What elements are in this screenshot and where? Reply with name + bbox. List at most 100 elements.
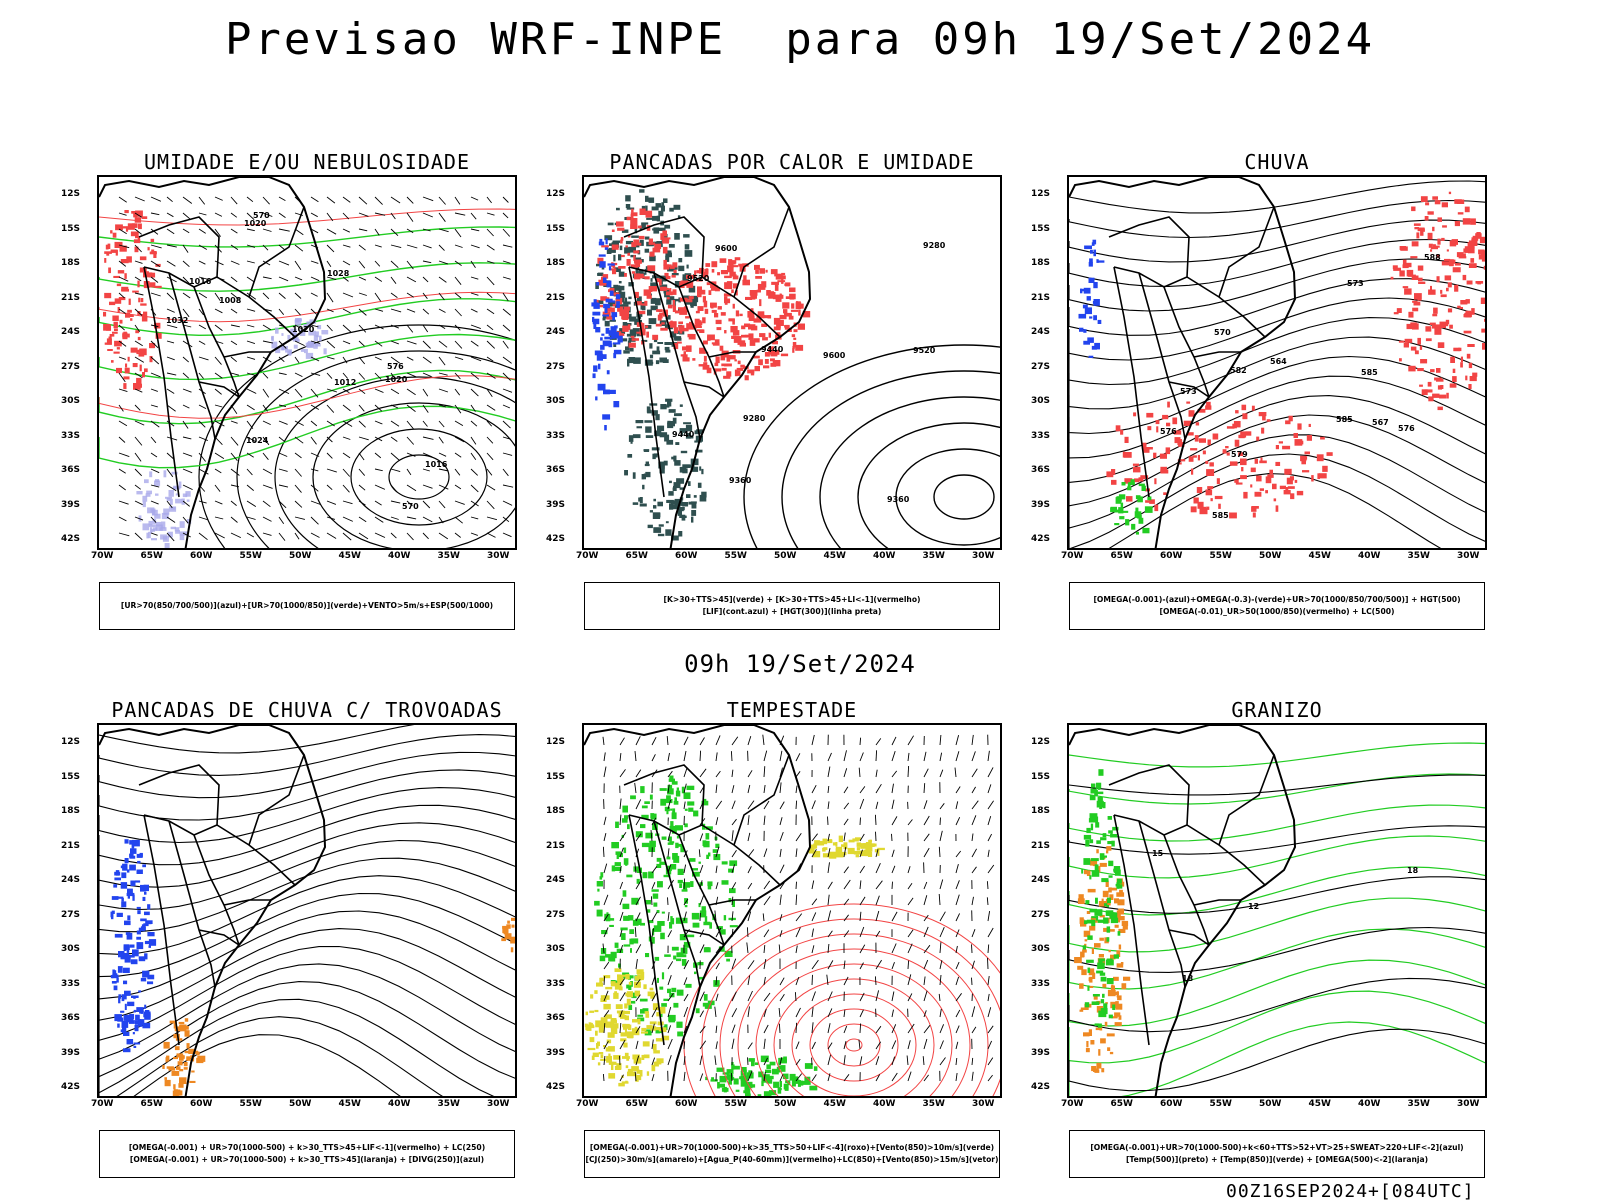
wind-vector (972, 815, 976, 825)
contour-label: 564 (1270, 357, 1287, 366)
wind-vector (972, 978, 973, 985)
shade-cell (623, 350, 630, 353)
wind-vector (359, 517, 366, 522)
wind-vector (748, 1057, 749, 1065)
shade-cell (649, 198, 655, 203)
wind-vector (471, 325, 481, 329)
contour-line (1069, 898, 1487, 952)
shade-cell (141, 298, 144, 302)
wind-vector (455, 245, 463, 248)
wind-vector (988, 801, 994, 809)
wind-vector (375, 261, 380, 266)
wind-vector (455, 357, 463, 360)
shade-cell (629, 982, 632, 986)
shade-cell (633, 472, 636, 479)
shade-cell (1437, 276, 1440, 282)
wind-vector (796, 882, 797, 889)
contour-line (99, 752, 517, 797)
shade-cell (504, 932, 509, 935)
shade-cell (680, 467, 687, 473)
wind-vector (716, 817, 718, 825)
wind-vector (263, 453, 268, 460)
shade-cell (1147, 426, 1151, 430)
contour-label: 576 (387, 362, 404, 371)
shade-cell (140, 1019, 145, 1024)
shade-cell (118, 994, 121, 998)
shade-cell (135, 1015, 140, 1021)
lat-tick-label: 36S (546, 465, 565, 475)
shade-cell (1119, 945, 1121, 950)
shade-cell (697, 290, 705, 295)
shade-cell (611, 312, 617, 317)
shade-cell (703, 840, 707, 846)
shade-cell (860, 843, 867, 849)
wind-vector (988, 1075, 993, 1081)
wind-vector (215, 405, 222, 407)
wind-vector (684, 1072, 685, 1081)
shade-cell (653, 1050, 660, 1053)
shade-cell (1093, 994, 1100, 997)
shade-cell (1230, 461, 1238, 465)
shade-cell (128, 357, 130, 362)
shade-cell (129, 1014, 134, 1020)
shade-cell (739, 314, 742, 316)
shade-cell (507, 921, 510, 924)
shade-cell (185, 1018, 188, 1022)
shade-cell (724, 276, 732, 278)
shade-cell (652, 228, 654, 230)
shade-cell (611, 1063, 613, 1070)
shade-cell (1083, 945, 1086, 949)
wind-vector (796, 801, 797, 809)
shade-cell (124, 273, 126, 279)
shade-cell (623, 916, 630, 921)
shade-cell (1454, 285, 1458, 292)
shade-cell (676, 959, 681, 962)
shade-cell (1438, 217, 1443, 222)
lat-tick-label: 18S (61, 258, 80, 268)
wind-vector (503, 357, 512, 363)
shade-cell (612, 245, 619, 250)
shade-cell (1084, 246, 1092, 250)
shade-cell (757, 290, 761, 293)
shade-cell (641, 209, 644, 213)
wind-vector (151, 533, 158, 535)
shade-cell (1118, 507, 1123, 513)
wind-vector (407, 533, 414, 540)
shade-cell (128, 223, 135, 230)
wind-vector (439, 277, 446, 282)
wind-vector (471, 197, 478, 200)
wind-vector (231, 501, 237, 506)
shade-cell (147, 975, 154, 980)
wind-vector (199, 533, 208, 540)
shade-cell (672, 808, 675, 812)
wind-vector (892, 944, 896, 954)
shade-cell (598, 384, 606, 391)
shade-cell (511, 918, 517, 921)
shade-cell (1100, 837, 1106, 840)
shade-cell (625, 195, 631, 201)
lat-tick-label: 12S (546, 189, 565, 199)
shade-cell (120, 1011, 124, 1013)
shade-cell (630, 948, 632, 953)
lon-tick-label: 40W (1358, 1099, 1380, 1109)
lat-tick-label: 42S (1031, 1082, 1050, 1092)
lat-tick-label: 36S (1031, 465, 1050, 475)
shade-cell (1428, 382, 1432, 387)
wind-vector (620, 1023, 621, 1033)
shade-cell (682, 889, 688, 891)
wind-vector (167, 389, 174, 394)
shade-cell (1265, 490, 1268, 493)
shade-cell (1287, 478, 1293, 485)
shade-cell (1469, 263, 1477, 268)
shade-cell (142, 496, 147, 502)
wind-vector (263, 325, 271, 330)
shade-cell (307, 342, 314, 348)
shade-cell (1235, 410, 1239, 413)
shade-cell (646, 462, 649, 466)
contour-label: 9360 (729, 476, 752, 485)
shade-cell (1295, 480, 1298, 483)
shade-cell (1442, 324, 1448, 326)
wind-vector (119, 517, 126, 521)
lat-tick-label: 42S (61, 1082, 80, 1092)
wind-vector (471, 245, 480, 248)
